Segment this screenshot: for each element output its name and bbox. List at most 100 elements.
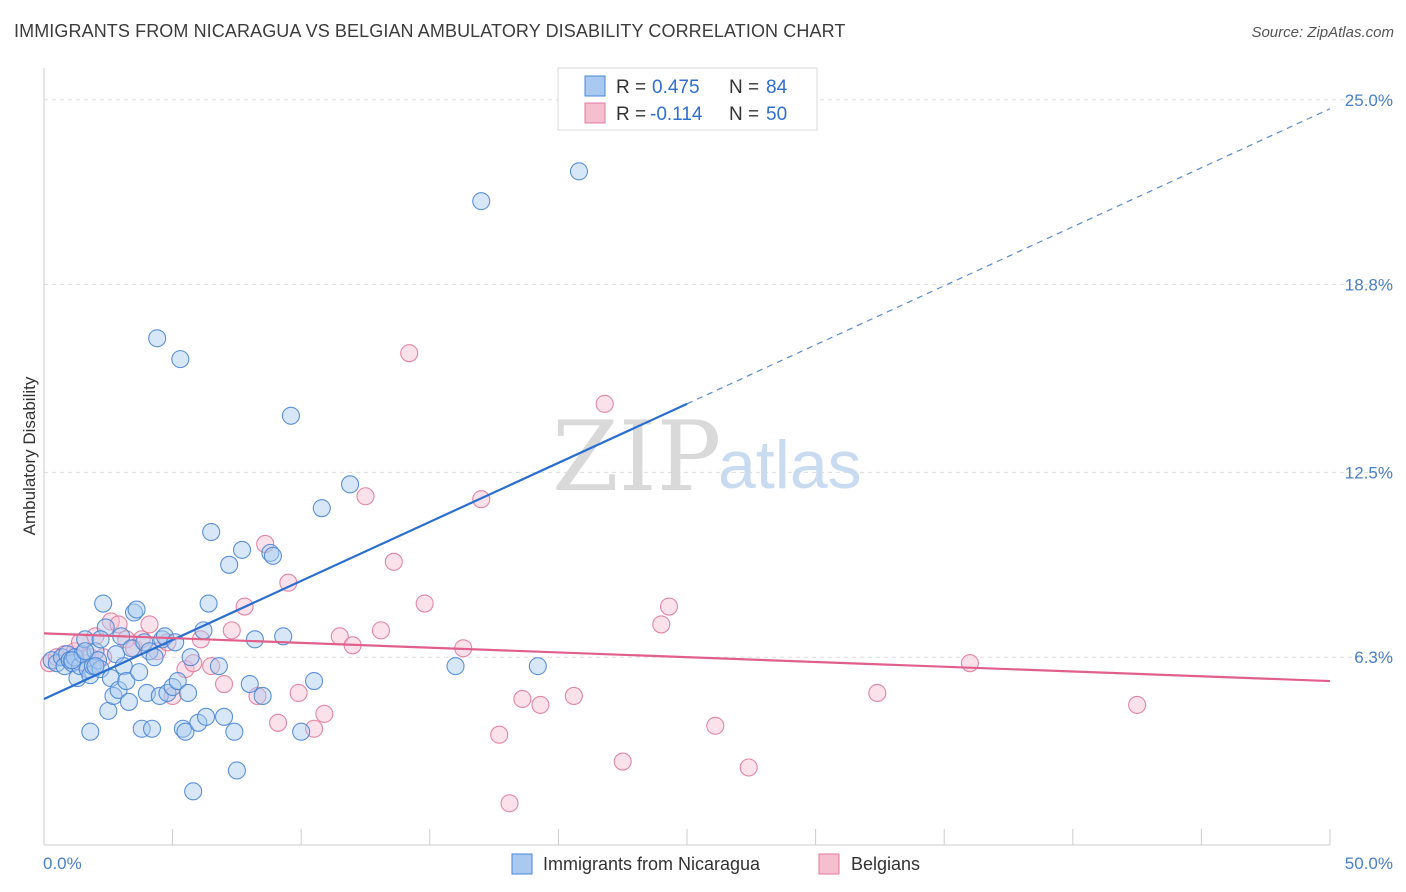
legend-swatch-nicaragua (511, 853, 533, 875)
stats-pink-n-value: 50 (766, 104, 787, 125)
nicaragua-point (199, 594, 218, 613)
belgians-point (415, 594, 434, 613)
nicaragua-point (240, 674, 259, 694)
belgians-point (659, 597, 679, 616)
nicaragua-point (184, 782, 203, 801)
belgians-point (371, 621, 390, 640)
nicaragua-point (227, 761, 246, 780)
nicaragua-point (261, 543, 280, 562)
chart-title: IMMIGRANTS FROM NICARAGUA VS BELGIAN AMB… (14, 21, 846, 41)
belgians-point (222, 621, 241, 640)
nicaragua-point (209, 657, 228, 676)
grid-lines (44, 99, 1393, 658)
nicaragua-point (446, 657, 465, 676)
stats-blue-r-value: 0.475 (652, 77, 700, 98)
watermark-atlas: atlas (718, 427, 862, 503)
nicaragua-point (181, 648, 200, 667)
nicaragua-point (569, 162, 589, 181)
x-tick-label-max: 50.0% (1345, 854, 1393, 873)
nicaragua-point (178, 683, 198, 703)
stats-pink-r-value: -0.114 (650, 104, 703, 125)
stats-blue-r-label: R = (616, 77, 646, 98)
belgians-point (384, 552, 403, 571)
belgians-point (356, 487, 375, 506)
nicaragua-point (263, 546, 282, 565)
y-axis-title: Ambulatory Disability (20, 376, 39, 535)
nicaragua-points (42, 162, 589, 801)
belgians-point (706, 716, 725, 735)
nicaragua-point (148, 329, 167, 348)
belgians-point (960, 654, 979, 673)
nicaragua-point (81, 722, 100, 741)
nicaragua-point (158, 683, 177, 703)
x-tick-label-min: 0.0% (43, 854, 82, 873)
nicaragua-point (232, 540, 252, 559)
belgians-point (289, 683, 308, 703)
watermark: ZIP atlas (552, 401, 862, 513)
nicaragua-point (171, 350, 190, 369)
belgians-point (513, 689, 532, 708)
belgians-point (739, 758, 758, 777)
nicaragua-point (472, 192, 491, 211)
nicaragua-point (132, 719, 151, 738)
legend-label-nicaragua: Immigrants from Nicaragua (543, 854, 761, 874)
belgians-point (1128, 695, 1147, 714)
stats-blue-n-value: 84 (766, 77, 788, 98)
y-tick-label: 18.8% (1345, 276, 1393, 295)
nicaragua-point (274, 627, 293, 646)
belgians-point (490, 725, 509, 744)
stats-pink-n-label: N = (729, 104, 759, 125)
nicaragua-point (202, 522, 221, 542)
nicaragua-point (292, 722, 311, 741)
nicaragua-point (214, 707, 234, 726)
nicaragua-point (245, 630, 264, 649)
nicaragua-point (104, 686, 123, 706)
y-tick-label: 25.0% (1345, 91, 1393, 110)
axes (43, 68, 1331, 846)
nicaragua-trend-extension (686, 108, 1331, 405)
nicaragua-point (142, 719, 162, 738)
stats-swatch-pink (584, 102, 606, 124)
nicaragua-trend-line (43, 402, 688, 700)
legend: Immigrants from Nicaragua Belgians (511, 853, 920, 875)
nicaragua-point (119, 692, 138, 711)
nicaragua-point (168, 672, 187, 691)
belgians-point (202, 657, 221, 676)
nicaragua-point (63, 651, 82, 670)
nicaragua-point (91, 630, 110, 649)
stats-box: R = 0.475 N = 84 R = -0.114 N = 50 (557, 67, 818, 131)
y-tick-label: 12.5% (1345, 463, 1393, 482)
belgians-point (214, 674, 234, 694)
stats-pink-r-label: R = (616, 104, 646, 125)
nicaragua-point (163, 677, 182, 697)
nicaragua-point (305, 672, 324, 691)
nicaragua-point (194, 621, 213, 640)
y-tick-label: 6.3% (1354, 648, 1393, 667)
stats-swatch-blue (584, 75, 606, 97)
nicaragua-point (341, 475, 360, 494)
belgians-point (613, 752, 632, 771)
belgians-trend-line (43, 632, 1331, 683)
nicaragua-point (173, 719, 192, 738)
stats-blue-n-label: N = (729, 77, 759, 98)
nicaragua-point (117, 672, 136, 691)
belgians-point (400, 344, 419, 363)
nicaragua-point (253, 686, 272, 706)
nicaragua-point (176, 722, 195, 741)
nicaragua-point (196, 707, 216, 726)
nicaragua-point (220, 555, 239, 574)
nicaragua-point (94, 594, 113, 613)
belgians-point (595, 394, 614, 413)
nicaragua-point (130, 663, 149, 682)
belgians-points (40, 344, 1147, 813)
legend-swatch-belgians (818, 853, 840, 875)
nicaragua-point (127, 600, 146, 619)
belgians-point (868, 683, 887, 703)
nicaragua-point (124, 603, 144, 622)
nicaragua-point (528, 657, 547, 676)
source-label: Source: ZipAtlas.com (1251, 24, 1394, 41)
nicaragua-point (76, 642, 95, 661)
belgians-point (652, 615, 671, 634)
watermark-zip: ZIP (552, 401, 721, 513)
